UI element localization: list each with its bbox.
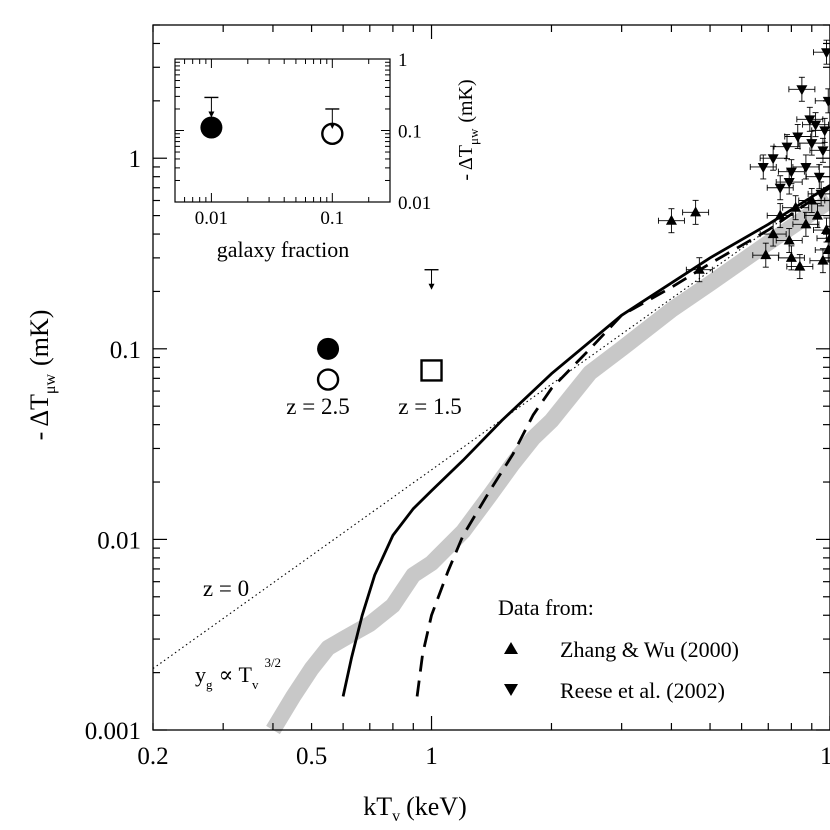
x-tick-label: 10 [820, 743, 830, 770]
inset-y-tick-label: 0.01 [398, 193, 431, 214]
scaling-relation-label: yg ∝ Tv3/2 [195, 655, 281, 692]
point-reese-2002 [813, 172, 825, 183]
point-reese-2002 [817, 146, 829, 157]
inset-x-label: galaxy fraction [217, 237, 350, 262]
point-reese-2002 [800, 162, 812, 173]
point-zhang-wu-2000 [821, 224, 830, 235]
point-zhang-wu-2000 [785, 251, 797, 262]
point-zhang-wu-2000 [806, 194, 818, 205]
point-reese-2002 [785, 167, 797, 178]
main-ticks: 0.2 0.5 1 10 0.001 0.01 0.1 1 [85, 24, 830, 770]
inset-upper-limit [204, 96, 219, 118]
gray-band-layer [266, 193, 830, 735]
inset-ticks: 0.01 0.1 0.01 0.1 1 [174, 50, 431, 229]
point-zhang-wu-2000 [822, 243, 830, 254]
point-zhang-wu-2000 [783, 234, 795, 245]
inset-x-tick-label: 0.1 [320, 208, 344, 229]
point-reese-2002 [774, 183, 786, 194]
point-reese-2002 [783, 178, 795, 189]
z0-label: z = 0 [203, 576, 249, 601]
point-zhang-wu-2000 [760, 249, 772, 260]
point-zhang-wu-2000 [811, 209, 823, 220]
high-z-markers-layer [316, 269, 443, 391]
series-line-solid [341, 184, 830, 697]
z15-label: z = 1.5 [398, 394, 461, 419]
series-line-z0-dotted [152, 184, 830, 670]
inset-y-tick-label: 0.1 [398, 122, 422, 143]
z15-open-square [420, 359, 443, 382]
upper-limit-marker [424, 269, 439, 290]
point-reese-2002 [781, 142, 793, 153]
y-axis-label: - ΔTμw(mK) [25, 310, 59, 441]
x-tick-label: 1 [425, 743, 438, 770]
inset-x-tick-label: 0.01 [195, 208, 228, 229]
inset-marks [200, 96, 344, 145]
x-tick-label: 0.5 [296, 743, 327, 770]
upper-limit-arrow [428, 283, 435, 290]
legend-marker-triangle-down [504, 684, 518, 696]
point-reese-2002 [757, 162, 769, 173]
point-reese-2002 [767, 154, 779, 165]
point-reese-2002 [792, 132, 804, 143]
y-tick-label: 0.01 [97, 527, 141, 554]
plot-frame [152, 24, 830, 731]
legend-title: Data from: [498, 595, 594, 620]
inset-y-label: - ΔTμw(mK) [455, 79, 481, 180]
y-tick-label: 0.001 [85, 718, 141, 745]
x-axis-label: kTv (keV) [363, 792, 467, 825]
point-reese-2002 [821, 48, 830, 59]
inset-upper-limit-arrow [329, 122, 336, 129]
point-zhang-wu-2000 [690, 206, 702, 217]
z25-label: z = 2.5 [286, 394, 349, 419]
point-reese-2002 [822, 96, 830, 107]
point-zhang-wu-2000 [693, 263, 705, 274]
legend-label-zhang-wu: Zhang & Wu (2000) [560, 637, 739, 662]
point-zhang-wu-2000 [794, 260, 806, 271]
point-zhang-wu-2000 [774, 209, 786, 220]
inset-upper-limit [325, 108, 340, 129]
point-reese-2002 [815, 189, 827, 200]
point-reese-2002 [806, 139, 818, 150]
z25-filled-circle [317, 337, 340, 360]
x-tick-label: 0.2 [137, 743, 168, 770]
point-zhang-wu-2000 [790, 201, 802, 212]
point-zhang-wu-2000 [767, 228, 779, 239]
z25-open-circle [316, 368, 340, 391]
point-zhang-wu-2000 [665, 214, 677, 225]
inset-y-tick-label: 1 [398, 50, 408, 71]
inset-chart: 0.01 0.1 0.01 0.1 1 galaxy fraction - ΔTμw(m… [174, 50, 481, 262]
point-zhang-wu-2000 [817, 254, 829, 265]
inset-upper-limit-arrow [208, 111, 215, 118]
main-axes [152, 24, 830, 731]
legend-marker-triangle-up [504, 642, 518, 654]
legend: Data from: Zhang & Wu (2000) Reese et al… [498, 595, 739, 703]
point-reese-2002 [804, 115, 816, 126]
y-tick-label: 1 [129, 146, 142, 173]
point-reese-2002 [819, 126, 830, 137]
observational-data-layer [657, 39, 830, 283]
inset-point-filled-circle [200, 116, 223, 139]
series-line-gray-band [266, 193, 830, 735]
point-zhang-wu-2000 [800, 218, 812, 229]
point-reese-2002 [810, 120, 822, 131]
y-tick-label: 0.1 [110, 337, 141, 364]
legend-label-reese: Reese et al. (2002) [560, 678, 725, 703]
point-reese-2002 [796, 85, 808, 96]
